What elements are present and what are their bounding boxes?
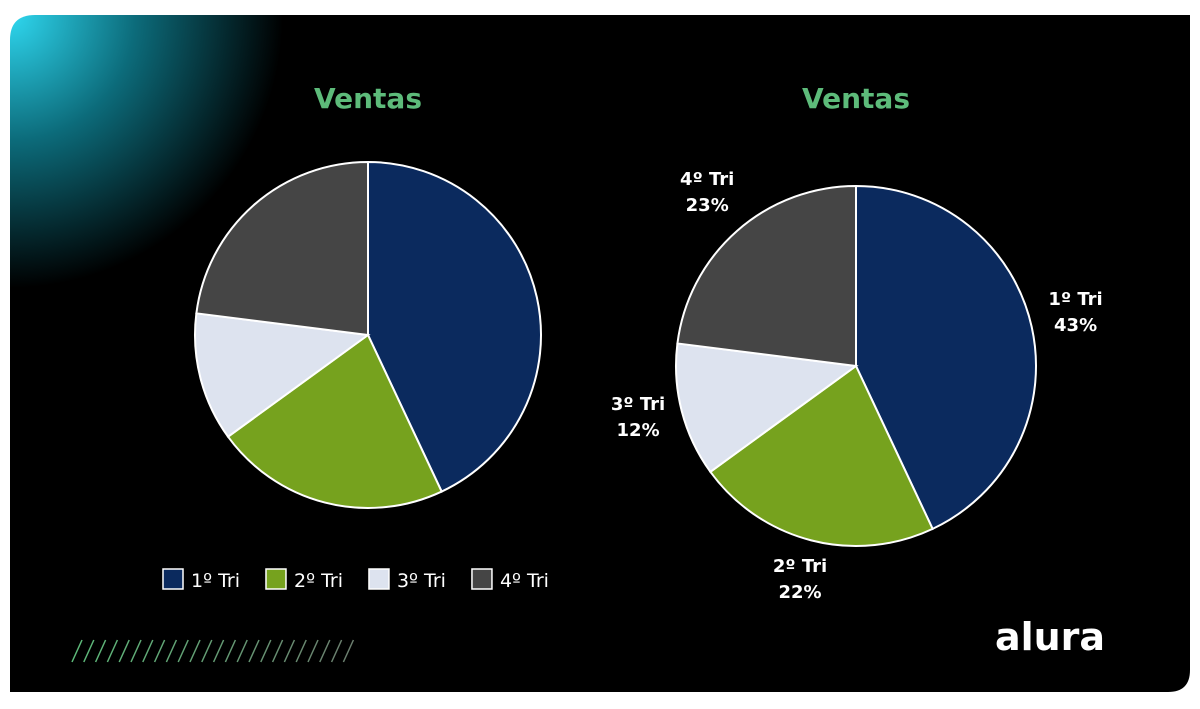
legend-label: 3º Tri [397,570,446,592]
data-label: 4º Tri 23% [680,169,734,216]
label-category: 1º Tri [1048,289,1102,310]
chart-title: Ventas [314,82,422,115]
legend-label: 2º Tri [294,570,343,592]
decoration [71,639,355,663]
legend-label: 4º Tri [500,570,549,592]
pie-slice [195,160,369,337]
legend-swatch [265,568,287,590]
data-label: 3º Tri 12% [611,394,665,441]
pie-slice [855,184,1037,531]
legend-swatch [162,568,184,590]
label-value: 23% [686,195,729,216]
label-category: 4º Tri [680,169,734,190]
pie-slice [676,184,857,368]
pie-slice [194,312,371,439]
pie-slice [675,342,859,474]
charts: Ventas 1º Tri 2º Tri 3º Tri 4º Tri Ventas 1º T… [162,82,1103,603]
pie-slice [708,364,934,547]
chart-title: Ventas [802,82,910,115]
legend-swatch [471,568,493,590]
data-label: 2º Tri 22% [773,556,827,603]
pie-slice [226,333,443,509]
pie-slice [367,160,542,493]
data-label: 1º Tri 43% [1048,289,1102,336]
label-value: 22% [778,582,821,603]
label-category: 2º Tri [773,556,827,577]
legend-swatch [368,568,390,590]
label-value: 12% [617,420,660,441]
label-category: 3º Tri [611,394,665,415]
legend-label: 1º Tri [191,570,240,592]
label-value: 43% [1054,315,1097,336]
brand-logo: alura [995,615,1105,659]
